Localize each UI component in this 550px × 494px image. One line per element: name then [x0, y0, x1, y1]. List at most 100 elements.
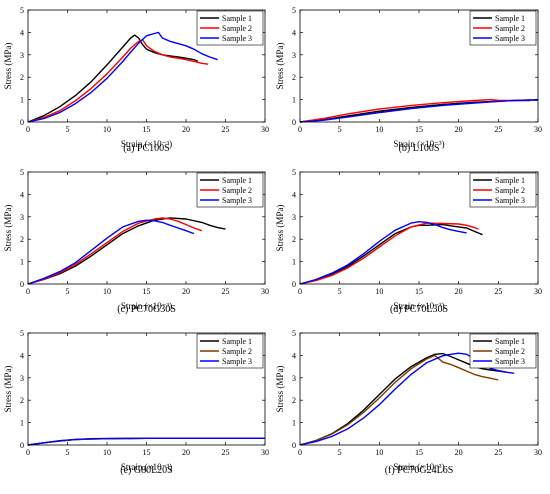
y-tick-label: 3	[292, 374, 296, 383]
x-axis-label: Strain (×10⁻³)	[393, 139, 444, 149]
series-line	[27, 217, 226, 285]
x-tick-label: 5	[338, 448, 342, 457]
legend-label: Sample 3	[222, 34, 252, 43]
x-tick-label: 25	[494, 125, 502, 134]
x-axis-label: Strain (×10⁻³)	[121, 462, 172, 472]
series-line	[299, 222, 479, 285]
y-tick-label: 0	[20, 441, 24, 450]
y-tick-label: 1	[20, 96, 24, 105]
y-axis-label: Stress (MPa)	[3, 43, 13, 90]
series-line	[27, 34, 199, 123]
y-tick-label: 1	[292, 96, 296, 105]
chart-panel: 0 5 10 15 20 25 30 0 1 2 3 4 5 Strain (×10⁻³) Stress (…	[275, 329, 542, 476]
y-tick-label: 4	[20, 190, 24, 199]
series-line	[299, 352, 515, 446]
y-tick-label: 1	[292, 258, 296, 267]
panel-caption: (c) PC70G30S	[117, 304, 176, 315]
legend-label: Sample 1	[222, 337, 252, 346]
x-tick-label: 5	[338, 125, 342, 134]
chart-panel: 0 5 10 15 20 25 30 0 1 2 3 4 5 Strain (×10⁻³) Stress (…	[3, 329, 269, 476]
y-tick-label: 2	[292, 73, 296, 82]
y-axis-label: Stress (MPa)	[275, 43, 285, 90]
y-tick-label: 4	[20, 28, 24, 37]
x-tick-label: 15	[415, 287, 423, 296]
series-line	[299, 354, 499, 446]
x-tick-label: 10	[103, 448, 111, 457]
x-tick-label: 30	[534, 287, 542, 296]
y-tick-label: 3	[20, 51, 24, 60]
legend-label: Sample 3	[495, 196, 525, 205]
legend-label: Sample 3	[495, 34, 525, 43]
legend-label: Sample 2	[495, 24, 525, 33]
y-tick-label: 4	[292, 190, 296, 199]
x-axis-label: Strain (×10⁻³)	[121, 301, 172, 311]
y-axis-label: Stress (MPa)	[3, 205, 13, 252]
x-tick-label: 5	[66, 125, 70, 134]
x-tick-label: 0	[298, 125, 302, 134]
y-tick-label: 5	[292, 6, 296, 15]
y-tick-label: 2	[20, 73, 24, 82]
x-tick-label: 30	[534, 125, 542, 134]
y-axis-label: Stress (MPa)	[3, 366, 13, 413]
y-tick-label: 4	[292, 28, 296, 37]
y-tick-label: 1	[292, 419, 296, 428]
x-tick-label: 10	[375, 287, 383, 296]
y-axis-label: Stress (MPa)	[275, 205, 285, 252]
legend-label: Sample 1	[222, 176, 252, 185]
x-tick-label: 20	[455, 125, 463, 134]
chart-panel: 0 5 10 15 20 25 30 0 1 2 3 4 5 Strain (×10⁻³) Stress (…	[275, 6, 542, 154]
y-axis-label: Stress (MPa)	[275, 366, 285, 413]
y-tick-label: 0	[292, 118, 296, 127]
x-tick-label: 25	[222, 448, 230, 457]
legend-label: Sample 1	[222, 14, 252, 23]
panel-caption: (f) PC70G24L6S	[385, 465, 454, 476]
x-tick-label: 10	[375, 125, 383, 134]
x-tick-label: 5	[66, 448, 70, 457]
x-tick-label: 20	[182, 448, 190, 457]
legend-label: Sample 2	[495, 347, 525, 356]
x-tick-label: 30	[261, 448, 269, 457]
x-tick-label: 5	[338, 287, 342, 296]
x-tick-label: 15	[143, 125, 151, 134]
y-tick-label: 4	[20, 351, 24, 360]
x-tick-label: 20	[455, 448, 463, 457]
x-tick-label: 25	[494, 287, 502, 296]
y-tick-label: 0	[292, 280, 296, 289]
x-tick-label: 0	[26, 287, 30, 296]
y-tick-label: 5	[20, 6, 24, 15]
series-line	[27, 217, 203, 285]
x-tick-label: 25	[494, 448, 502, 457]
y-tick-label: 3	[20, 374, 24, 383]
x-axis-label: Strain (×10⁻³)	[121, 139, 172, 149]
x-tick-label: 15	[143, 287, 151, 296]
legend-label: Sample 2	[222, 186, 252, 195]
x-axis-label: Strain (×10⁻³)	[393, 462, 444, 472]
x-tick-label: 10	[103, 287, 111, 296]
legend-label: Sample 3	[495, 357, 525, 366]
x-tick-label: 30	[261, 125, 269, 134]
series-line	[299, 220, 467, 285]
panel-caption: (b) L100S	[399, 143, 440, 154]
panel-caption: (a) PC100S	[123, 143, 169, 154]
y-tick-label: 2	[20, 235, 24, 244]
legend-label: Sample 2	[222, 347, 252, 356]
series-line	[299, 98, 531, 123]
y-tick-label: 0	[20, 280, 24, 289]
y-tick-label: 5	[292, 329, 296, 338]
series-line	[27, 219, 195, 285]
legend-label: Sample 1	[495, 176, 525, 185]
x-tick-label: 0	[298, 448, 302, 457]
x-tick-label: 30	[261, 287, 269, 296]
y-tick-label: 1	[20, 419, 24, 428]
x-tick-label: 15	[415, 125, 423, 134]
y-tick-label: 3	[292, 51, 296, 60]
y-tick-label: 4	[292, 351, 296, 360]
legend-label: Sample 2	[495, 186, 525, 195]
y-tick-label: 0	[20, 118, 24, 127]
y-tick-label: 3	[20, 213, 24, 222]
y-tick-label: 0	[292, 441, 296, 450]
x-axis-label: Strain (×10⁻³)	[393, 301, 444, 311]
y-tick-label: 2	[20, 396, 24, 405]
legend-label: Sample 3	[222, 357, 252, 366]
